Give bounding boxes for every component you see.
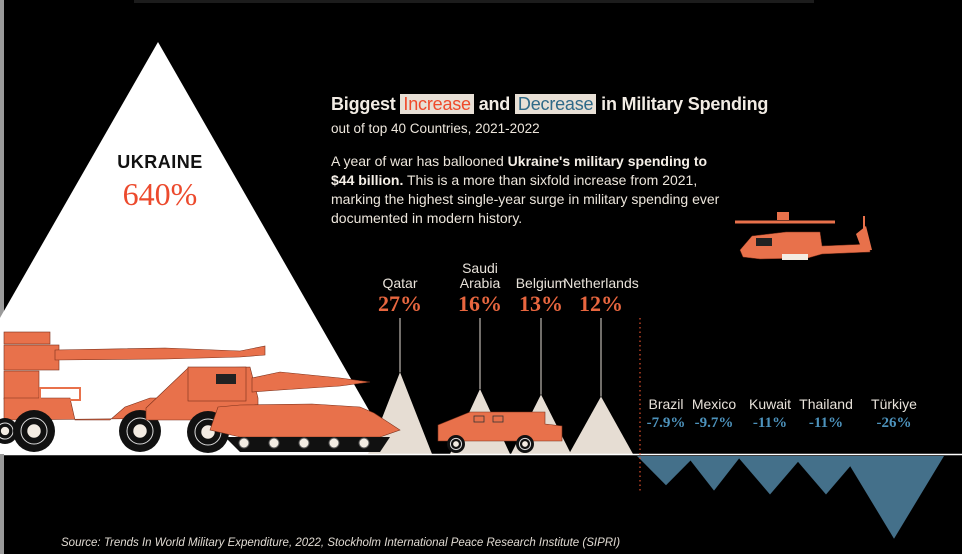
left-border [0, 0, 4, 554]
title-decrease-highlight: Decrease [514, 94, 597, 114]
country-label: Kuwait [748, 396, 792, 412]
value-label: -11% [752, 415, 788, 431]
ukraine-value: 640% [122, 176, 198, 212]
triangle-netherlands [569, 396, 633, 454]
triangle-mexico [687, 456, 741, 491]
top-bar [134, 0, 814, 3]
triangle-brazil [637, 456, 695, 486]
description-lead: A year of war has ballooned [331, 153, 508, 169]
country-label: Belgium [515, 275, 567, 291]
value-label: 16% [458, 291, 502, 316]
title-prefix: Biggest [331, 94, 396, 114]
title-suffix: in Military Spending [601, 94, 769, 114]
country-label: Mexico [691, 396, 737, 412]
value-label: 13% [519, 291, 563, 316]
country-label: Saudi Arabia [459, 260, 501, 291]
country-label: Türkiye [871, 396, 917, 412]
description-bold: Ukraine's military spending to $44 billi… [331, 153, 708, 188]
value-label: 12% [579, 291, 623, 316]
title-increase-highlight: Increase [400, 94, 474, 114]
title-middle: and [478, 94, 511, 114]
country-label: Thailand [799, 396, 853, 412]
value-label: 27% [378, 291, 422, 316]
value-label: -9.7% [694, 415, 734, 431]
self-propelled-artillery-icon [0, 331, 266, 452]
triangle-thailand [793, 456, 859, 495]
value-label: -26% [876, 415, 912, 431]
description: A year of war has ballooned Ukraine's mi… [331, 152, 721, 228]
humvee-icon [437, 411, 563, 453]
description-rest: This is a more than sixfold increase fro… [331, 172, 720, 226]
attack-helicopter-icon [735, 212, 872, 260]
ukraine-label: UKRAINE [117, 152, 203, 172]
triangle-t-rkiye [844, 456, 944, 539]
missile-launcher-truck-icon [145, 366, 371, 453]
value-label: -11% [808, 415, 844, 431]
country-label: Brazil [648, 396, 684, 412]
tank-icon [209, 403, 401, 452]
value-label: -7.9% [646, 415, 686, 431]
chart-title: Biggest Increase and Decrease in Militar… [331, 94, 768, 115]
triangle-kuwait [737, 456, 803, 495]
country-label: Qatar [382, 275, 418, 291]
country-label: Netherlands [563, 275, 639, 291]
chart-subtitle: out of top 40 Countries, 2021-2022 [331, 121, 540, 136]
source-note: Source: Trends In World Military Expendi… [61, 537, 621, 549]
